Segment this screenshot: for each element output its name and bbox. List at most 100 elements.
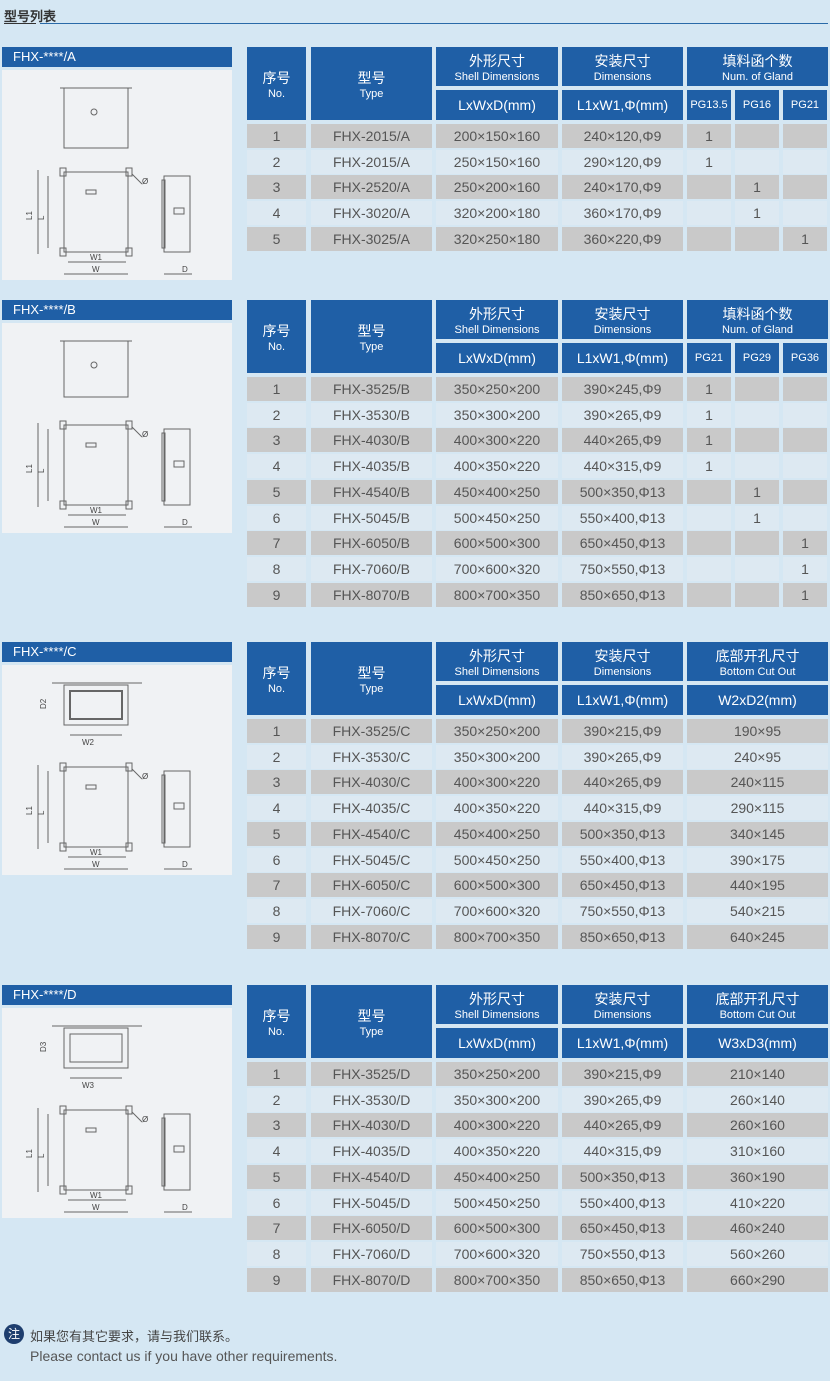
svg-text:W2: W2 <box>82 738 95 747</box>
series-title: FHX-****/C <box>2 642 232 662</box>
cell-shell: 450×400×250 <box>436 479 558 504</box>
cell-gland-count: 1 <box>783 226 827 251</box>
header-install: 安装尺寸 Dimensions <box>562 642 683 681</box>
cell-shell: 350×300×200 <box>436 1087 558 1112</box>
header-no-en: No. <box>267 87 286 100</box>
cell-gland-count <box>735 226 779 251</box>
cell-gland-count: 1 <box>687 428 731 453</box>
cell-type: FHX-6050/B <box>311 531 432 556</box>
cell-cutout: 190×95 <box>687 719 828 743</box>
cell-shell: 320×200×180 <box>436 201 558 226</box>
header-cut-unit: W3xD3(mm) <box>687 1028 828 1058</box>
cell-shell: 600×500×300 <box>436 873 558 898</box>
header-shell-zh: 外形尺寸 <box>469 52 525 69</box>
cell-no: 5 <box>247 226 306 251</box>
cell-cutout: 560×260 <box>687 1241 828 1266</box>
cell-no: 4 <box>247 796 306 821</box>
cell-install: 500×350,Φ13 <box>562 479 683 504</box>
series-title: FHX-****/A <box>2 47 232 67</box>
cell-type: FHX-8070/D <box>311 1267 432 1292</box>
cell-gland-count <box>687 582 731 607</box>
cell-cutout: 660×290 <box>687 1267 828 1292</box>
cell-install: 550×400,Φ13 <box>562 1190 683 1215</box>
header-install-en: Dimensions <box>593 1008 652 1021</box>
header-no: 序号 No. <box>247 985 306 1058</box>
header-gland-en: Num. of Gland <box>722 323 793 336</box>
cell-gland-count <box>783 479 827 504</box>
cell-install: 440×265,Φ9 <box>562 770 683 795</box>
cell-type: FHX-2520/A <box>311 175 432 200</box>
svg-text:D2: D2 <box>39 698 48 709</box>
cell-type: FHX-3530/B <box>311 402 432 427</box>
header-install: 安装尺寸 Dimensions <box>562 985 683 1024</box>
header-shell-unit: LxWxD(mm) <box>436 90 558 120</box>
cell-cutout: 410×220 <box>687 1190 828 1215</box>
header-shell-zh: 外形尺寸 <box>469 647 525 664</box>
header-type: 型号 Type <box>311 47 432 120</box>
header-shell-en: Shell Dimensions <box>454 665 540 678</box>
cell-no: 7 <box>247 531 306 556</box>
header-install-en: Dimensions <box>593 323 652 336</box>
header-gland-size: PG13.5 <box>687 90 731 120</box>
svg-text:L: L <box>37 215 46 220</box>
cell-cutout: 540×215 <box>687 898 828 923</box>
cell-install: 650×450,Φ13 <box>562 873 683 898</box>
cell-gland-count <box>783 377 827 401</box>
cell-install: 550×400,Φ13 <box>562 505 683 530</box>
cell-install: 750×550,Φ13 <box>562 1241 683 1266</box>
header-cut-unit: W2xD2(mm) <box>687 685 828 715</box>
cell-gland-count: 1 <box>687 402 731 427</box>
svg-text:W: W <box>92 518 100 527</box>
cell-gland-count <box>783 454 827 479</box>
cell-install: 390×215,Φ9 <box>562 1062 683 1086</box>
cell-shell: 800×700×350 <box>436 924 558 949</box>
cell-cutout: 440×195 <box>687 873 828 898</box>
cell-install: 550×400,Φ13 <box>562 847 683 872</box>
cell-install: 390×215,Φ9 <box>562 719 683 743</box>
title-divider <box>40 23 828 24</box>
cell-shell: 500×450×250 <box>436 1190 558 1215</box>
header-install-zh: 安装尺寸 <box>594 52 651 69</box>
svg-text:D3: D3 <box>39 1041 48 1052</box>
cell-gland-count: 1 <box>687 149 731 174</box>
svg-text:Ø: Ø <box>142 430 148 439</box>
cell-cutout: 240×95 <box>687 744 828 769</box>
header-shell-unit: LxWxD(mm) <box>436 343 558 373</box>
header-install-unit: L1xW1,Φ(mm) <box>562 343 683 373</box>
svg-text:Ø: Ø <box>142 772 148 781</box>
enclosure-drawing: L1 L Ø W1 W D <box>25 340 192 528</box>
header-no-zh: 序号 <box>262 1007 291 1024</box>
cell-shell: 400×300×220 <box>436 1113 558 1138</box>
header-cut-en: Bottom Cut Out <box>719 665 796 678</box>
cell-cutout: 460×240 <box>687 1216 828 1241</box>
svg-text:Ø: Ø <box>142 177 148 186</box>
svg-text:L1: L1 <box>25 1149 34 1158</box>
header-type: 型号 Type <box>311 642 432 715</box>
header-cut-en: Bottom Cut Out <box>719 1008 796 1021</box>
svg-text:W: W <box>92 860 100 869</box>
cell-no: 4 <box>247 201 306 226</box>
cell-type: FHX-3530/C <box>311 744 432 769</box>
cell-shell: 200×150×160 <box>436 124 558 148</box>
cell-shell: 800×700×350 <box>436 1267 558 1292</box>
cell-type: FHX-4035/D <box>311 1139 432 1164</box>
drawing-panel: FHX-****/D W3 D3 L1 L Ø W1 W D <box>2 985 232 1218</box>
svg-text:D: D <box>182 518 188 527</box>
cell-no: 1 <box>247 124 306 148</box>
drawing-panel: FHX-****/A L1 L Ø W1 W D <box>2 47 232 280</box>
svg-text:W: W <box>92 1203 100 1212</box>
cell-no: 8 <box>247 1241 306 1266</box>
cell-type: FHX-4035/C <box>311 796 432 821</box>
cell-shell: 800×700×350 <box>436 582 558 607</box>
cell-install: 500×350,Φ13 <box>562 821 683 846</box>
header-shell: 外形尺寸 Shell Dimensions <box>436 985 558 1024</box>
header-cut-zh: 底部开孔尺寸 <box>715 990 800 1007</box>
cell-cutout: 210×140 <box>687 1062 828 1086</box>
cell-install: 290×120,Φ9 <box>562 149 683 174</box>
header-shell-en: Shell Dimensions <box>454 70 540 83</box>
cell-no: 9 <box>247 582 306 607</box>
cell-shell: 320×250×180 <box>436 226 558 251</box>
cell-shell: 350×300×200 <box>436 402 558 427</box>
header-install-en: Dimensions <box>593 70 652 83</box>
cell-install: 240×120,Φ9 <box>562 124 683 148</box>
